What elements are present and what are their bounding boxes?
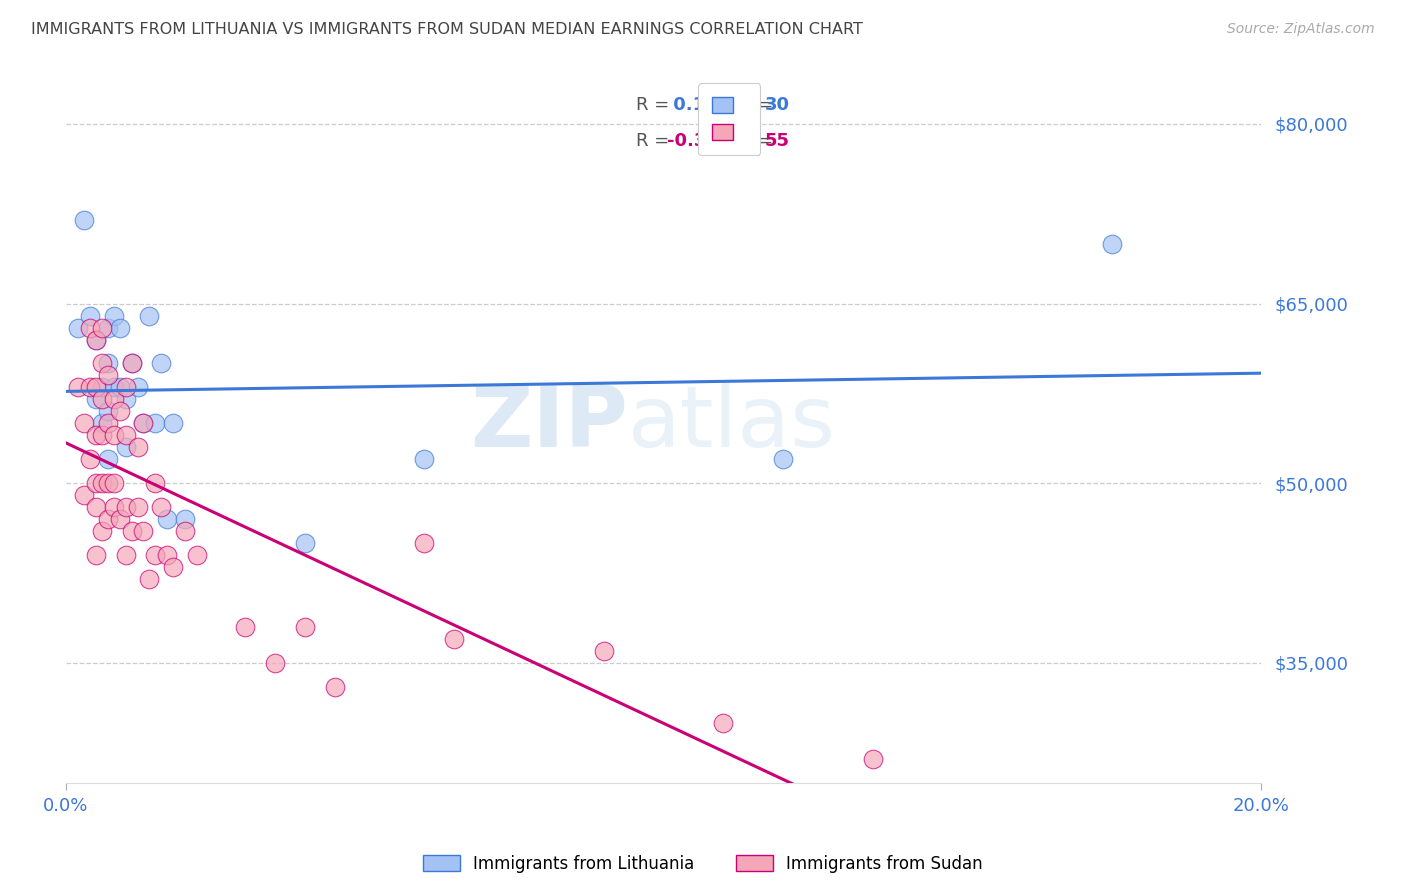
Point: [90, 524, 112, 538]
Text: Source: ZipAtlas.com: Source: ZipAtlas.com: [1227, 22, 1375, 37]
Point: [103, 380, 125, 394]
Point: [145, 548, 167, 562]
Point: [103, 392, 125, 407]
Point: [413, 452, 436, 467]
Point: [294, 536, 316, 550]
Point: [121, 524, 143, 538]
Point: [97, 368, 120, 383]
Point: [592, 644, 614, 658]
Point: [97, 356, 120, 370]
Text: IMMIGRANTS FROM LITHUANIA VS IMMIGRANTS FROM SUDAN MEDIAN EARNINGS CORRELATION C: IMMIGRANTS FROM LITHUANIA VS IMMIGRANTS …: [31, 22, 863, 37]
Point: [127, 500, 149, 515]
Point: [145, 476, 167, 491]
Point: [79, 309, 101, 323]
Text: R =: R =: [636, 132, 675, 150]
Point: [127, 440, 149, 454]
Text: 55: 55: [765, 132, 790, 150]
Point: [73, 417, 96, 431]
Point: [90, 356, 112, 370]
Point: [84, 428, 107, 442]
Point: [79, 452, 101, 467]
Point: [108, 320, 131, 334]
Text: 30: 30: [765, 96, 790, 114]
Point: [114, 380, 136, 394]
Point: [97, 320, 120, 334]
Point: [114, 440, 136, 454]
Point: [174, 512, 197, 526]
Point: [162, 417, 184, 431]
Point: [711, 715, 734, 730]
Point: [97, 452, 120, 467]
Text: R =: R =: [636, 96, 675, 114]
Point: [233, 620, 256, 634]
Point: [108, 512, 131, 526]
Text: 0.182: 0.182: [666, 96, 730, 114]
Point: [103, 476, 125, 491]
Point: [156, 548, 179, 562]
Point: [90, 392, 112, 407]
Point: [103, 500, 125, 515]
Point: [90, 417, 112, 431]
Point: [84, 392, 107, 407]
Point: [73, 488, 96, 502]
Point: [294, 620, 316, 634]
Point: [108, 404, 131, 418]
Point: [323, 680, 346, 694]
Point: [84, 380, 107, 394]
Point: [132, 524, 155, 538]
Point: [132, 417, 155, 431]
Point: [772, 452, 794, 467]
Text: -0.362: -0.362: [666, 132, 731, 150]
Point: [114, 392, 136, 407]
Point: [150, 500, 173, 515]
Point: [97, 476, 120, 491]
Point: [150, 356, 173, 370]
Point: [174, 524, 197, 538]
Legend: Immigrants from Lithuania, Immigrants from Sudan: Immigrants from Lithuania, Immigrants fr…: [416, 848, 990, 880]
Point: [79, 320, 101, 334]
Point: [132, 417, 155, 431]
Point: [97, 512, 120, 526]
Point: [103, 428, 125, 442]
Point: [138, 572, 160, 586]
Point: [145, 417, 167, 431]
Point: [84, 476, 107, 491]
Point: [66, 380, 89, 394]
Point: [156, 512, 179, 526]
Point: [97, 404, 120, 418]
Text: N =: N =: [738, 96, 779, 114]
Text: ZIP: ZIP: [470, 382, 627, 465]
Text: N =: N =: [738, 132, 779, 150]
Point: [90, 476, 112, 491]
Point: [79, 380, 101, 394]
Point: [121, 356, 143, 370]
Point: [114, 548, 136, 562]
Point: [90, 320, 112, 334]
Point: [264, 656, 287, 670]
Point: [84, 333, 107, 347]
Point: [90, 428, 112, 442]
Point: [97, 417, 120, 431]
Point: [84, 500, 107, 515]
Point: [90, 380, 112, 394]
Text: atlas: atlas: [627, 382, 835, 465]
Legend: , : ,: [699, 83, 759, 155]
Point: [162, 560, 184, 574]
Point: [1101, 236, 1123, 251]
Point: [114, 500, 136, 515]
Point: [138, 309, 160, 323]
Point: [73, 212, 96, 227]
Point: [127, 380, 149, 394]
Point: [114, 428, 136, 442]
Point: [862, 752, 884, 766]
Point: [413, 536, 436, 550]
Point: [121, 356, 143, 370]
Point: [66, 320, 89, 334]
Point: [186, 548, 208, 562]
Point: [84, 333, 107, 347]
Point: [108, 380, 131, 394]
Point: [84, 548, 107, 562]
Point: [443, 632, 465, 646]
Point: [103, 309, 125, 323]
